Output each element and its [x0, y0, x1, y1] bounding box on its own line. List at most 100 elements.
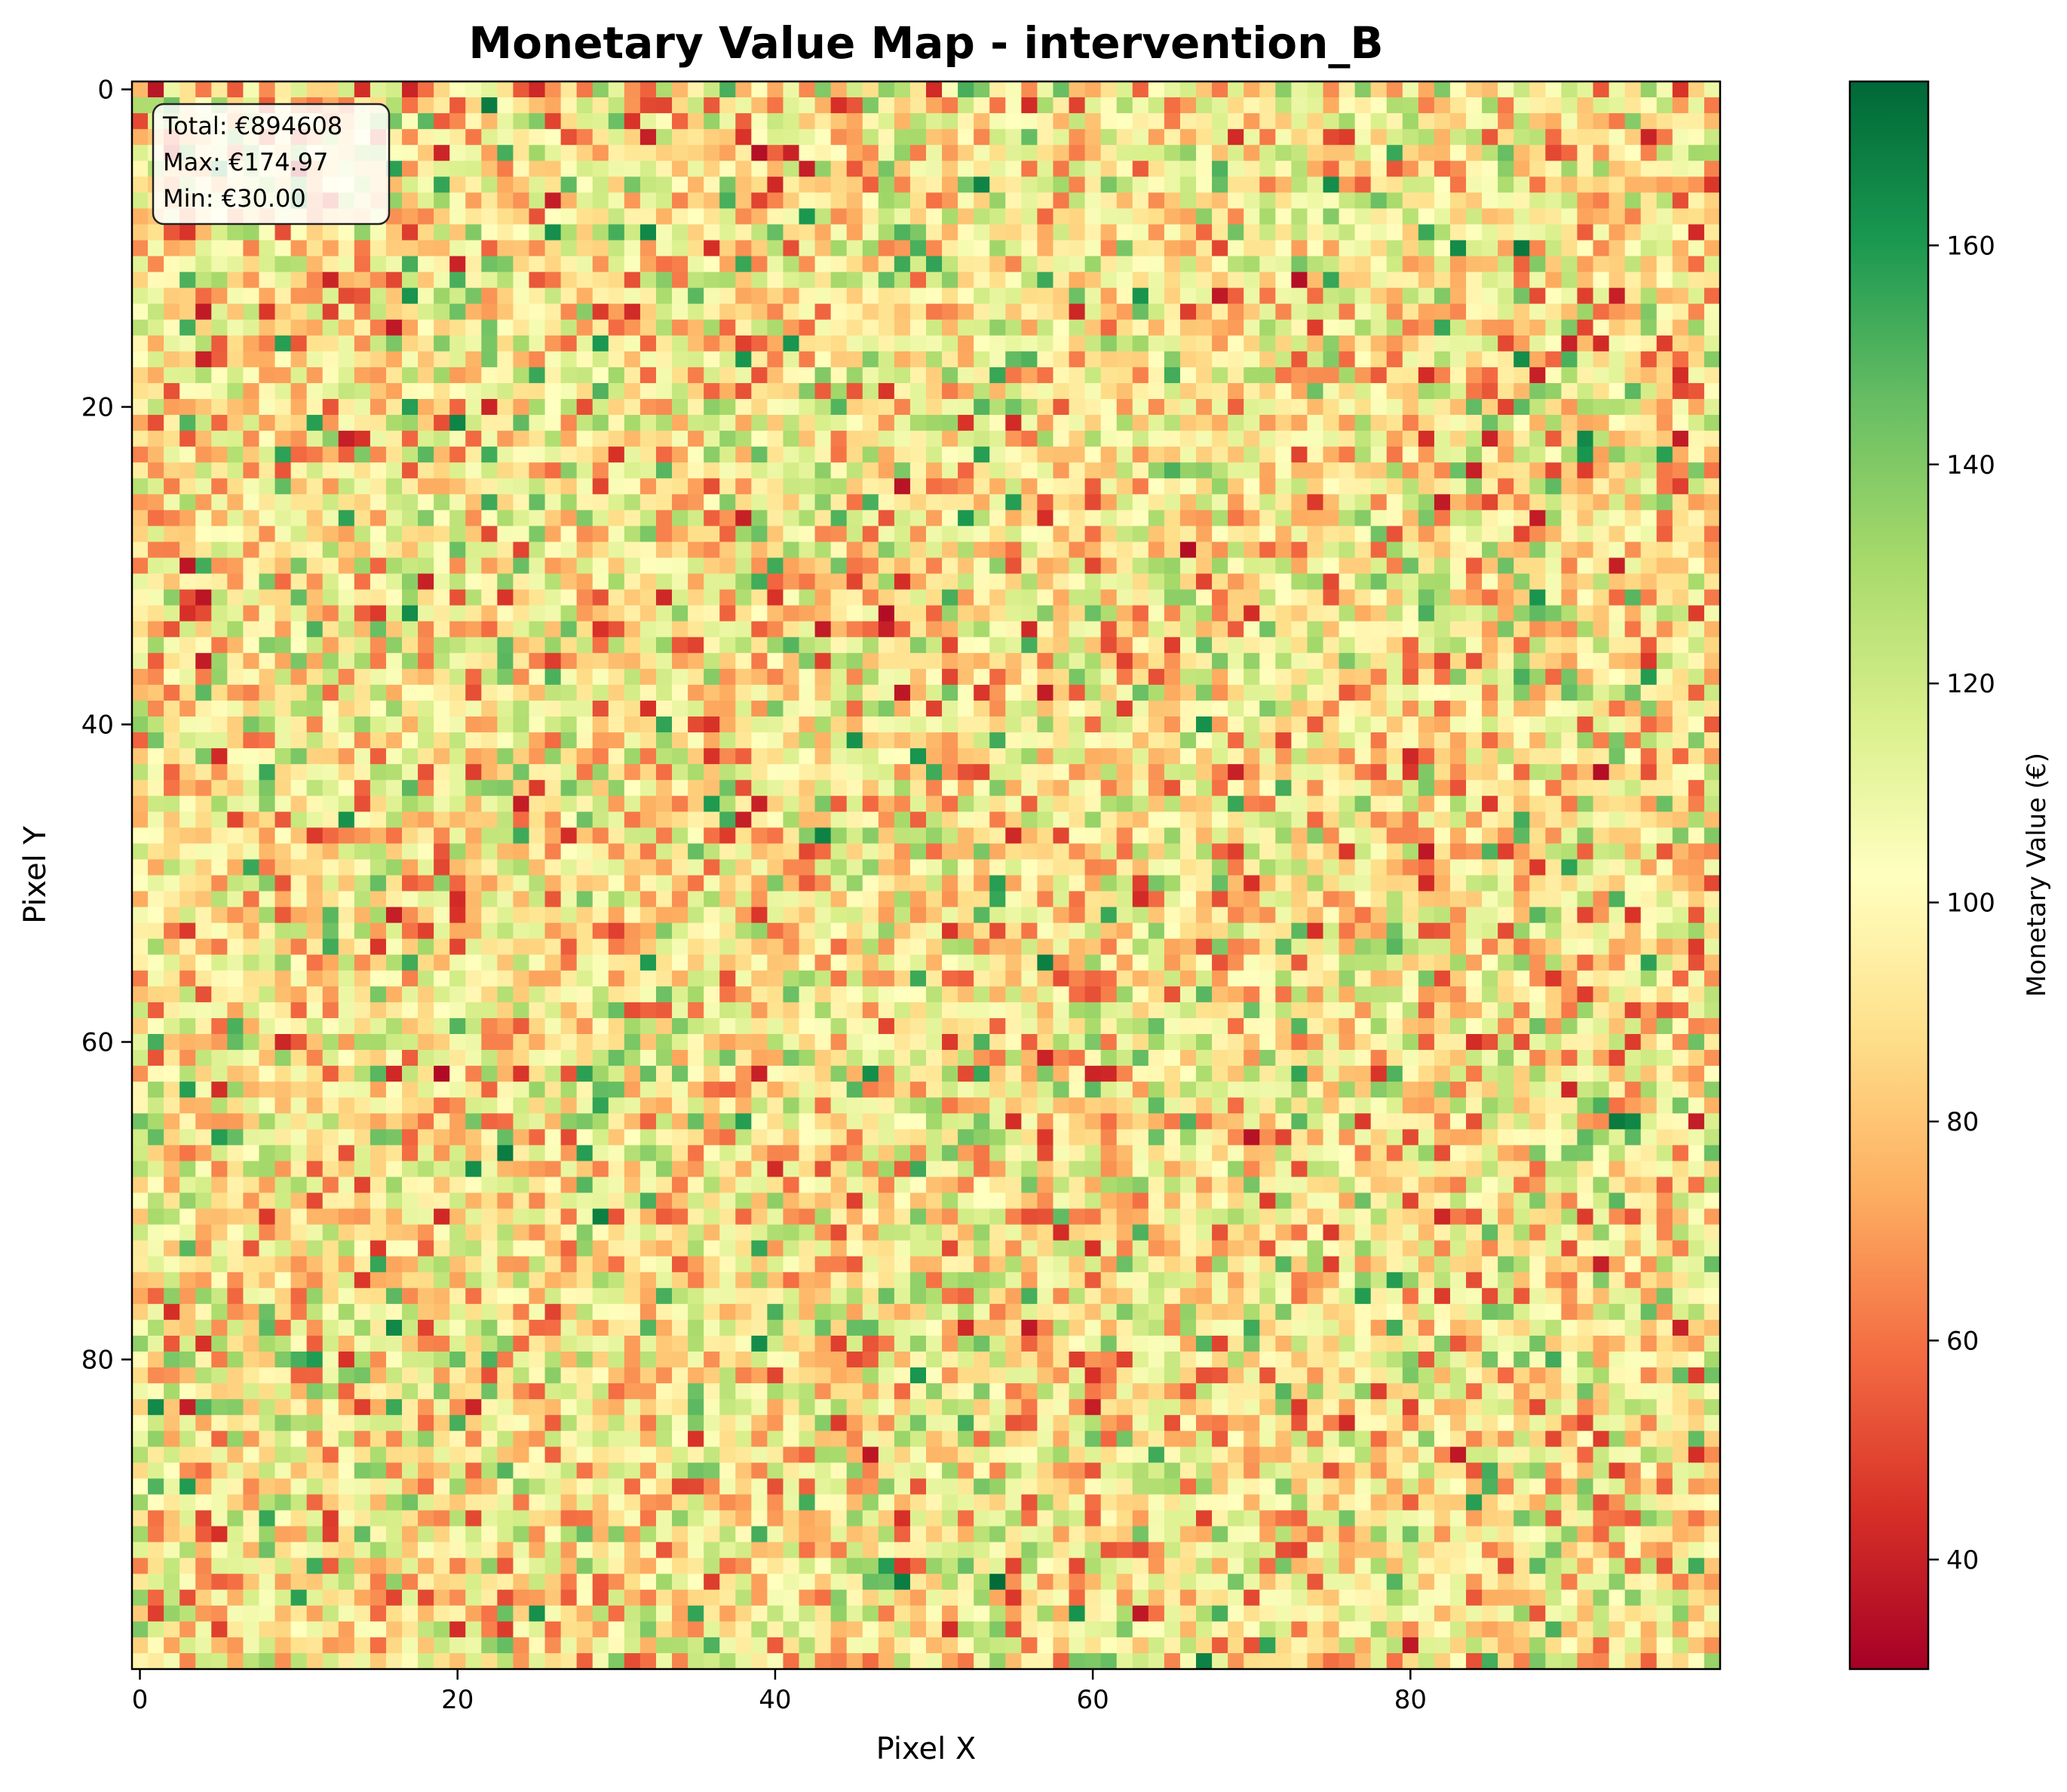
- heatmap-cell: [1179, 716, 1197, 733]
- heatmap-cell: [1672, 431, 1689, 447]
- heatmap-cell: [576, 732, 593, 749]
- heatmap-cell: [655, 557, 673, 575]
- heatmap-cell: [1529, 557, 1546, 575]
- heatmap-cell: [989, 335, 1006, 352]
- heatmap-cell: [639, 637, 657, 654]
- heatmap-cell: [1354, 399, 1372, 416]
- heatmap-cell: [449, 351, 466, 368]
- heatmap-cell: [909, 161, 927, 177]
- heatmap-cell: [624, 621, 641, 638]
- heatmap-cell: [1021, 192, 1038, 209]
- heatmap-cell: [735, 97, 752, 114]
- heatmap-cell: [1609, 859, 1626, 876]
- heatmap-cell: [179, 621, 196, 638]
- heatmap-cell: [290, 652, 308, 670]
- heatmap-cell: [608, 510, 625, 526]
- heatmap-cell: [179, 764, 196, 781]
- heatmap-cell: [1212, 129, 1228, 146]
- heatmap-cell: [529, 192, 546, 209]
- heatmap-cell: [608, 431, 625, 447]
- heatmap-cell: [783, 780, 800, 796]
- heatmap-cell: [1069, 113, 1086, 130]
- heatmap-cell: [1624, 637, 1642, 654]
- heatmap-cell: [814, 478, 832, 495]
- heatmap-cell: [1196, 589, 1213, 606]
- heatmap-cell: [1116, 573, 1133, 591]
- heatmap-cell: [465, 827, 482, 844]
- heatmap-cell: [814, 684, 832, 701]
- heatmap-cell: [926, 161, 943, 177]
- heatmap-cell: [1640, 319, 1658, 336]
- heatmap-cell: [576, 240, 593, 257]
- heatmap-cell: [1021, 812, 1038, 828]
- heatmap-cell: [354, 605, 371, 622]
- heatmap-cell: [1688, 684, 1705, 701]
- heatmap-cell: [767, 382, 784, 400]
- heatmap-cell: [639, 81, 657, 98]
- heatmap-cell: [608, 462, 625, 479]
- heatmap-cell: [132, 716, 149, 733]
- heatmap-cell: [1339, 605, 1356, 622]
- heatmap-cell: [1069, 81, 1086, 98]
- heatmap-cell: [1434, 161, 1451, 177]
- heatmap-cell: [592, 446, 609, 463]
- heatmap-cell: [1323, 748, 1340, 765]
- heatmap-cell: [1482, 335, 1498, 352]
- heatmap-cell: [1116, 478, 1133, 495]
- heatmap-cell: [1402, 462, 1419, 479]
- heatmap-cell: [639, 589, 657, 606]
- heatmap-cell: [576, 129, 593, 146]
- heatmap-cell: [1196, 399, 1213, 416]
- heatmap-cell: [751, 446, 768, 463]
- heatmap-cell: [1402, 240, 1419, 257]
- heatmap-cell: [1529, 145, 1546, 161]
- heatmap-cell: [1323, 732, 1340, 749]
- heatmap-cell: [751, 97, 768, 114]
- heatmap-cell: [1545, 748, 1562, 765]
- heatmap-cell: [1148, 780, 1165, 796]
- heatmap-cell: [195, 462, 212, 479]
- heatmap-cell: [1275, 542, 1292, 559]
- heatmap-cell: [560, 732, 578, 749]
- heatmap-cell: [1053, 113, 1070, 130]
- heatmap-cell: [1053, 700, 1070, 717]
- heatmap-cell: [1053, 652, 1070, 670]
- heatmap-cell: [799, 510, 816, 526]
- heatmap-cell: [1164, 716, 1181, 733]
- heatmap-cell: [1402, 716, 1419, 733]
- heatmap-cell: [1291, 303, 1308, 321]
- heatmap-cell: [259, 240, 276, 257]
- heatmap-cell: [1100, 700, 1118, 717]
- heatmap-cell: [894, 145, 911, 161]
- heatmap-cell: [1179, 589, 1197, 606]
- heatmap-cell: [259, 510, 276, 526]
- heatmap-cell: [846, 208, 863, 226]
- heatmap-cell: [1323, 542, 1340, 559]
- heatmap-cell: [1275, 827, 1292, 844]
- heatmap-cell: [560, 287, 578, 305]
- heatmap-cell: [259, 303, 276, 321]
- heatmap-cell: [465, 589, 482, 606]
- heatmap-cell: [735, 415, 752, 431]
- heatmap-cell: [1339, 240, 1356, 257]
- heatmap-cell: [909, 272, 927, 289]
- heatmap-cell: [354, 367, 371, 384]
- heatmap-cell: [1244, 732, 1260, 749]
- heatmap-cell: [211, 589, 228, 606]
- heatmap-cell: [1307, 224, 1324, 241]
- heatmap-cell: [1466, 303, 1483, 321]
- heatmap-cell: [799, 557, 816, 575]
- heatmap-cell: [926, 843, 943, 861]
- heatmap-cell: [958, 399, 974, 416]
- heatmap-cell: [1116, 272, 1133, 289]
- heatmap-cell: [513, 621, 530, 638]
- heatmap-cell: [497, 240, 514, 257]
- heatmap-cell: [1212, 382, 1228, 400]
- heatmap-cell: [290, 526, 308, 543]
- heatmap-cell: [767, 351, 784, 368]
- heatmap-cell: [481, 176, 498, 193]
- heatmap-cell: [1449, 113, 1467, 130]
- heatmap-cell: [926, 796, 943, 812]
- heatmap-cell: [179, 415, 196, 431]
- heatmap-cell: [862, 494, 879, 511]
